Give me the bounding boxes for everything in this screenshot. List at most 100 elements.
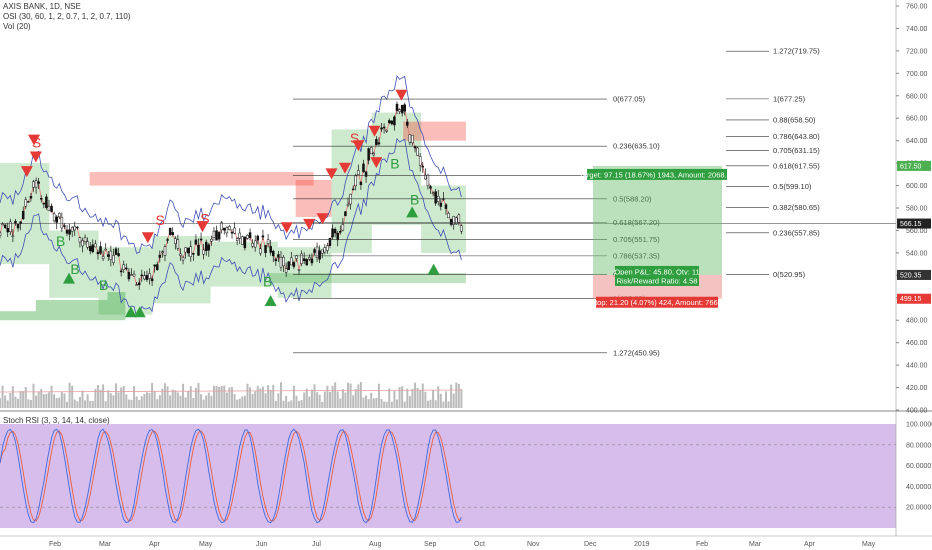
sell-arrow — [370, 157, 383, 169]
candle-body — [217, 231, 221, 240]
candle-body — [367, 148, 370, 161]
fib-label-right: 0.705(631.15) — [773, 146, 820, 155]
buy-arrow — [264, 295, 277, 307]
time-tick-label: Jul — [312, 541, 321, 548]
candle-body — [14, 220, 17, 224]
candle-body — [305, 259, 309, 266]
candle-body — [112, 255, 115, 263]
candle-body — [434, 191, 437, 204]
volume-bar — [326, 385, 329, 408]
candle-body — [197, 244, 200, 256]
volume-bar — [27, 399, 30, 408]
green-zone — [331, 129, 372, 253]
candle-body — [339, 230, 342, 233]
sell-arrow — [368, 125, 381, 137]
candle-body — [323, 247, 327, 253]
volume-bar — [439, 393, 442, 408]
volume-bar — [130, 400, 133, 408]
candle-body — [228, 226, 231, 230]
volume-bar — [22, 391, 25, 408]
candle-body — [398, 109, 401, 112]
candle-body — [269, 246, 272, 253]
volume-bar — [133, 386, 136, 408]
candle-body — [315, 246, 319, 258]
volume-bar — [202, 399, 205, 408]
volume-bar — [140, 396, 143, 408]
current-price-tag: 566.15 — [900, 221, 922, 228]
volume-bar — [218, 386, 221, 408]
candle-body — [400, 105, 404, 114]
red-zone — [89, 172, 314, 186]
volume-bar — [398, 387, 401, 408]
price-tick-label: 440.00 — [906, 363, 928, 370]
candle-body — [277, 254, 280, 258]
stoch-k-line — [0, 428, 462, 524]
volume-bar — [212, 385, 215, 408]
candle-body — [161, 251, 164, 253]
candle-body — [68, 229, 71, 235]
volume-bar — [256, 385, 259, 408]
volume-bar — [264, 393, 267, 408]
candle-body — [393, 116, 396, 126]
stoch-d-line — [0, 430, 462, 523]
volume-bar — [274, 400, 277, 408]
time-tick-label: Nov — [527, 541, 540, 548]
buy-arrow — [62, 272, 75, 284]
volume-bar — [184, 397, 187, 408]
support-zone — [0, 292, 126, 321]
volume-bar — [357, 384, 360, 408]
candle-body — [336, 232, 339, 241]
volume-bar — [298, 400, 301, 408]
fib-label-right: 1.272(719.75) — [773, 47, 820, 56]
volume-bar — [60, 391, 63, 408]
price-axis[interactable]: 400.00420.00440.00460.00480.00500.00520.… — [895, 0, 931, 536]
stoch-tick-label: 60.0000 — [906, 463, 931, 470]
candle-body — [47, 205, 51, 212]
red-zone — [295, 179, 332, 217]
volume-bar — [122, 385, 125, 408]
candle-body — [424, 174, 427, 180]
stop-label: Stop: 21.20 (4.07%) 424, Amount: 766.8 — [590, 298, 724, 307]
volume-bar — [71, 385, 74, 408]
volume-bar — [107, 390, 110, 408]
volume-bar — [138, 400, 141, 408]
osi-legend[interactable]: OSI (30, 60, 1, 2, 0.7, 1, 2, 0.7, 110) — [3, 12, 131, 21]
candle-body — [369, 147, 373, 155]
buy-letter: B — [70, 261, 79, 277]
long-position-tool[interactable]: Target: 97.15 (18.67%) 1943, Amount: 206… — [579, 165, 735, 308]
volume-bar — [251, 393, 254, 408]
time-tick-label: Oct — [474, 541, 485, 548]
price-tick-label: 540.00 — [906, 250, 928, 257]
candle-body — [199, 238, 203, 241]
time-axis[interactable]: Feb Mar Apr May Jun Jul Aug Sep Oct Nov Dec 2019 Feb… — [0, 535, 932, 548]
volume-bar — [117, 392, 120, 408]
volume-bar — [0, 398, 1, 408]
volume-bar — [261, 386, 264, 408]
candle-body — [109, 250, 113, 261]
volume-bar — [187, 391, 190, 408]
candle-body — [65, 229, 69, 234]
volume-ma — [0, 389, 462, 393]
volume-bar — [316, 392, 319, 408]
volume-bar — [197, 382, 200, 408]
volume-bar — [277, 393, 280, 408]
volume-bar — [442, 401, 445, 408]
stoch-rsi-legend[interactable]: Stoch RSI (3, 3, 14, 14, close) — [3, 416, 110, 425]
volume-legend[interactable]: Vol (20) — [3, 22, 31, 31]
candle-body — [395, 103, 399, 111]
sell-arrow — [338, 162, 351, 174]
candle-body — [351, 188, 355, 191]
upper-band — [0, 75, 462, 254]
candle-body — [233, 227, 236, 234]
time-tick-label: Apr — [804, 541, 816, 548]
candle-body — [81, 240, 84, 247]
volume-bar — [429, 399, 432, 408]
buy-arrow — [133, 306, 146, 318]
symbol-legend[interactable]: AXIS BANK, 1D, NSE — [3, 2, 81, 11]
candle-body — [418, 156, 422, 166]
price-tick-label: 560.00 — [906, 228, 928, 235]
volume-bar — [388, 388, 391, 408]
volume-bar — [238, 398, 241, 408]
volume-bar — [236, 399, 239, 408]
